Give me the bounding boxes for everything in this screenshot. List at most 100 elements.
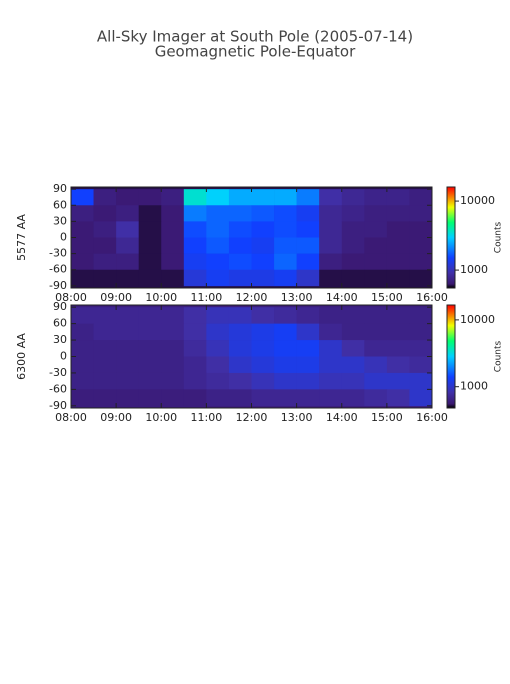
heatmap-cell [116, 323, 139, 341]
heatmap-cell [251, 307, 275, 324]
y-tick-label: 0 [60, 231, 67, 244]
heatmap-cell [409, 253, 433, 271]
heatmap-cell [71, 323, 94, 341]
heatmap-cell [206, 372, 230, 390]
heatmap-cell [386, 356, 410, 374]
heatmap-cell [364, 372, 388, 390]
heatmap-cell [274, 307, 297, 324]
heatmap-cell [251, 340, 275, 357]
x-tick-label: 09:00 [100, 291, 132, 304]
heatmap-cell [364, 221, 388, 238]
heatmap-cell [341, 323, 365, 341]
heatmap-cell [296, 221, 320, 238]
heatmap-cell [116, 307, 139, 324]
x-tick-label: 16:00 [416, 411, 448, 424]
heatmap-cell [409, 189, 433, 206]
x-tick-label: 10:00 [145, 411, 177, 424]
heatmap-cell [93, 307, 117, 324]
heatmap-cell [319, 189, 343, 206]
heatmap-cell [183, 189, 207, 206]
heatmap-cell [296, 307, 320, 324]
heatmap-cell [206, 389, 230, 407]
y-tick-label: -90 [49, 279, 67, 292]
heatmap-cell [183, 372, 207, 390]
heatmap-cell [183, 356, 207, 374]
heatmap-cell [296, 389, 320, 407]
heatmap-cell [319, 269, 343, 287]
heatmap-cell [296, 323, 320, 341]
y-tick-label: 60 [53, 198, 67, 211]
heatmap-cell [364, 340, 388, 357]
heatmap-cell [228, 221, 252, 238]
heatmap-cell [116, 269, 139, 287]
heatmap-cell [116, 253, 139, 271]
heatmap-cell [386, 389, 410, 407]
heatmap-cell [138, 323, 162, 341]
x-tick-label: 11:00 [191, 411, 223, 424]
heatmap-cell [228, 253, 252, 271]
heatmap-cell [228, 372, 252, 390]
heatmap-cell [138, 253, 162, 271]
heatmap-cell [319, 237, 343, 254]
y-tick-label: 60 [53, 317, 67, 330]
x-tick-label: 16:00 [416, 291, 448, 304]
x-tick-label: 13:00 [281, 291, 313, 304]
heatmap-cell [251, 372, 275, 390]
heatmap-cell [206, 356, 230, 374]
heatmap-cell [364, 189, 388, 206]
heatmap-cell [93, 205, 117, 222]
heatmap-cell [71, 221, 94, 238]
heatmap-cell [93, 269, 117, 287]
heatmap-cell [183, 221, 207, 238]
y-tick-label: -30 [49, 366, 67, 379]
colorbar-label: Counts [494, 221, 504, 253]
heatmap-cell [296, 237, 320, 254]
heatmap-cell [71, 237, 94, 254]
heatmap-cell [251, 253, 275, 271]
heatmap-cell [341, 307, 365, 324]
heatmap-cell [296, 269, 320, 287]
heatmap-cell [161, 205, 185, 222]
heatmap-cell [341, 221, 365, 238]
y-tick-label: -30 [49, 247, 67, 260]
heatmap-cell [341, 356, 365, 374]
heatmap-cell [183, 389, 207, 407]
heatmap-cell [183, 323, 207, 341]
heatmap-cell [183, 205, 207, 222]
heatmap-cell [161, 356, 185, 374]
heatmap-cell [183, 253, 207, 271]
x-tick-label: 11:00 [191, 291, 223, 304]
heatmap-cell [138, 372, 162, 390]
heatmap-cell [409, 205, 433, 222]
heatmap-cell [206, 340, 230, 357]
heatmap-cell [228, 323, 252, 341]
heatmap-cell [116, 356, 139, 374]
heatmap-cell [319, 389, 343, 407]
y-tick-label: -90 [49, 399, 67, 412]
heatmap-cell [116, 237, 139, 254]
heatmap-cell [386, 205, 410, 222]
heatmap-cell [161, 253, 185, 271]
heatmap-cell [183, 269, 207, 287]
y-tick-label: -60 [49, 263, 67, 276]
heatmap-cell [161, 323, 185, 341]
heatmap-cell [251, 205, 275, 222]
heatmap-cell [251, 323, 275, 341]
colorbar-tick-label: 10000 [460, 194, 495, 207]
x-tick-label: 14:00 [326, 291, 358, 304]
y-axis-label: 6300 AA [15, 333, 28, 380]
heatmap-cell [274, 269, 297, 287]
heatmap-cell [161, 189, 185, 206]
heatmap-cell [274, 253, 297, 271]
x-tick-label: 08:00 [55, 291, 87, 304]
heatmap-cell [364, 356, 388, 374]
colorbar-tick-label: 1000 [460, 380, 488, 393]
y-tick-label: -60 [49, 382, 67, 395]
heatmap-cell [138, 189, 162, 206]
heatmap-cell [386, 253, 410, 271]
heatmap-cell [161, 372, 185, 390]
x-tick-label: 15:00 [371, 411, 403, 424]
heatmap-cell [341, 237, 365, 254]
heatmap-cell [319, 253, 343, 271]
heatmap-cell [116, 189, 139, 206]
